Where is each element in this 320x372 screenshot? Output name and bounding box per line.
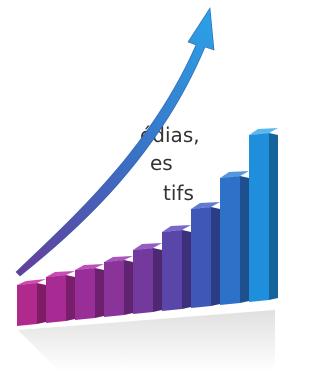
bar: [162, 225, 191, 311]
bar: [249, 128, 278, 302]
illustration: édias, es tifs: [0, 0, 278, 372]
bar: [191, 202, 220, 308]
bar: [17, 279, 46, 326]
bar: [104, 256, 133, 317]
bar: [220, 171, 249, 305]
text-line: tifs: [163, 181, 194, 205]
page: édias, es tifs (() => { const data = JSO…: [0, 0, 278, 372]
bar: [46, 271, 75, 323]
text-line: es: [150, 151, 173, 175]
bar: [133, 243, 162, 314]
bar: [75, 264, 104, 320]
bars: [17, 128, 278, 326]
